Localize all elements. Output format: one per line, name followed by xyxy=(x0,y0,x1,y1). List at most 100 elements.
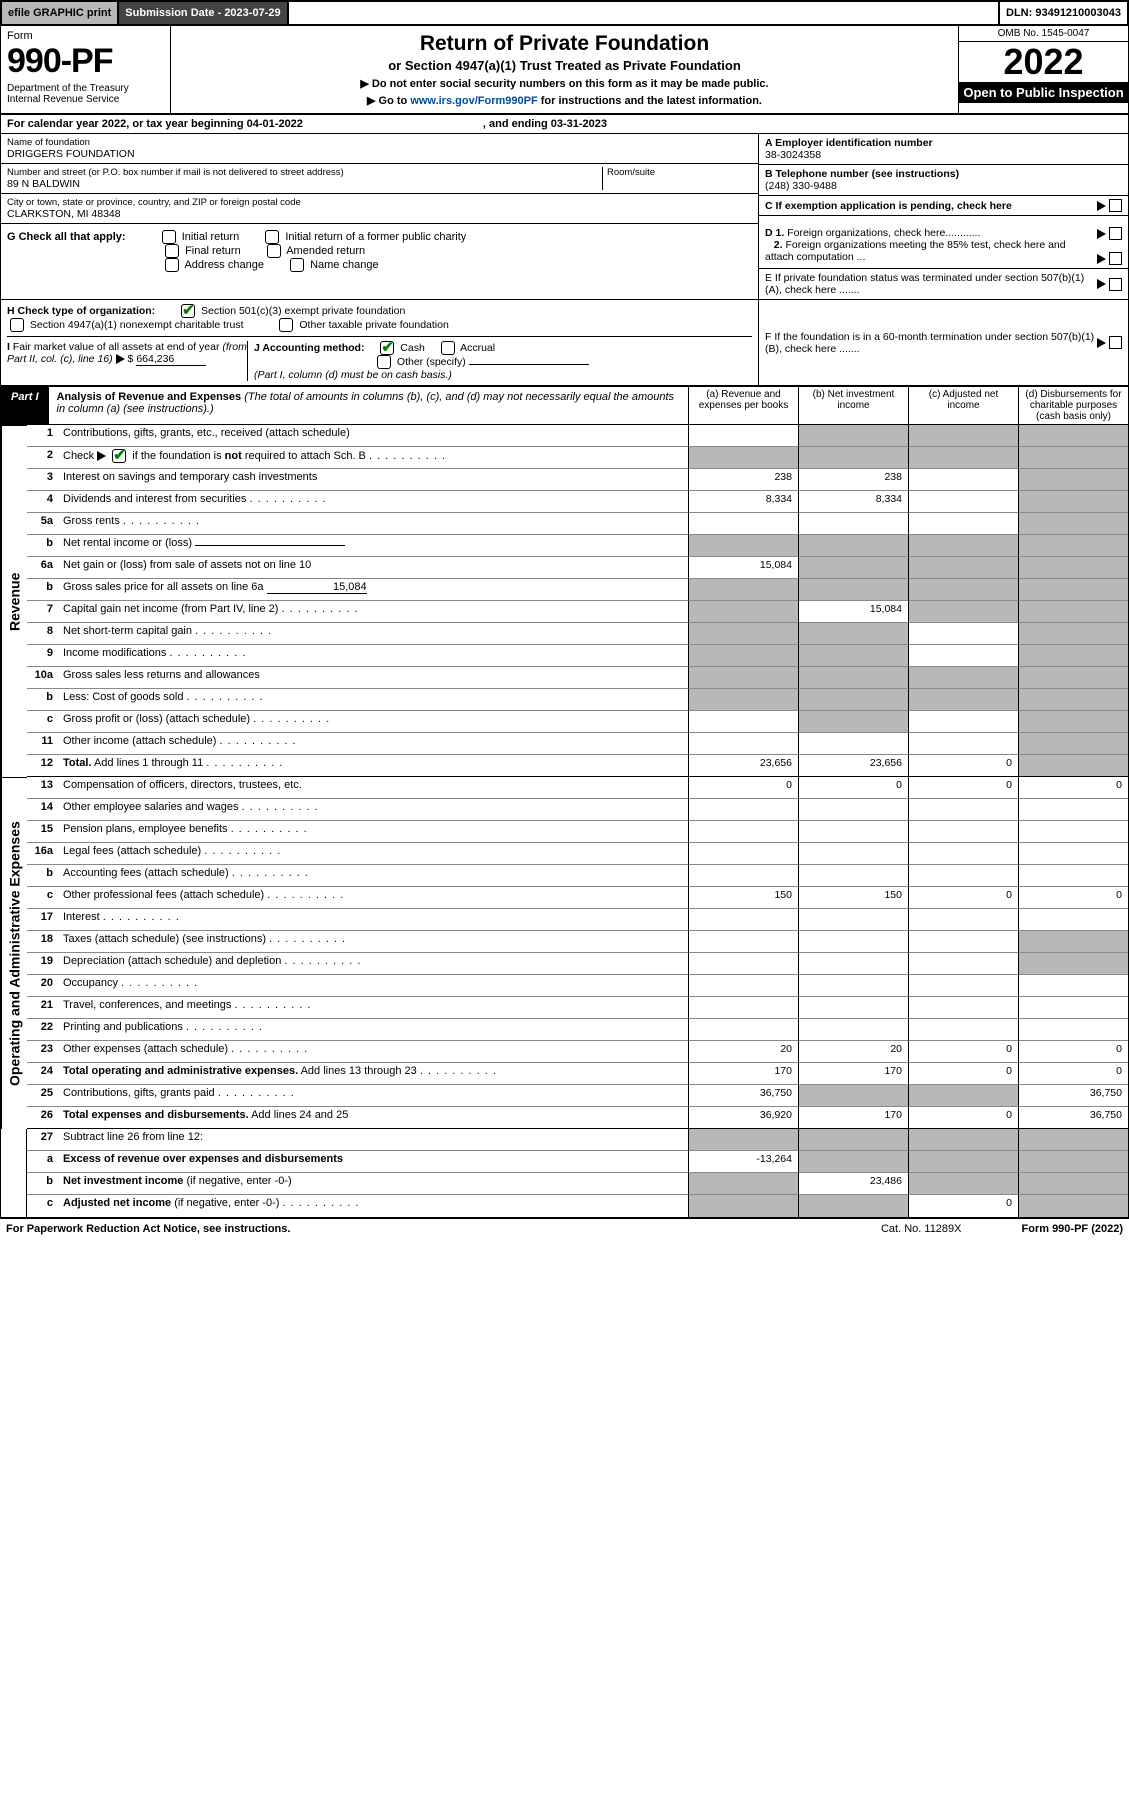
row-26: 26Total expenses and disbursements. Add … xyxy=(27,1107,1128,1129)
tax-year: 2022 xyxy=(959,42,1128,82)
row-11: 11Other income (attach schedule) xyxy=(27,733,1128,755)
chk-name-change[interactable] xyxy=(290,258,304,272)
form-label: Form xyxy=(7,30,164,42)
open-public: Open to Public Inspection xyxy=(959,82,1128,103)
arrow-icon xyxy=(1097,338,1106,348)
section-g-d: G Check all that apply: Initial return I… xyxy=(0,224,1129,300)
part1-title: Analysis of Revenue and Expenses (The to… xyxy=(49,387,688,424)
chk-other-method[interactable] xyxy=(377,355,391,369)
dept-treasury: Department of the Treasury Internal Reve… xyxy=(7,83,164,105)
chk-4947[interactable] xyxy=(10,318,24,332)
row-27a: aExcess of revenue over expenses and dis… xyxy=(27,1151,1128,1173)
h-row2: Section 4947(a)(1) nonexempt charitable … xyxy=(7,318,752,332)
city-cell: City or town, state or province, country… xyxy=(1,194,758,224)
row-13: 13Compensation of officers, directors, t… xyxy=(27,777,1128,799)
top-bar: efile GRAPHIC print Submission Date - 20… xyxy=(0,0,1129,26)
chk-initial-return[interactable] xyxy=(162,230,176,244)
d2-checkbox[interactable] xyxy=(1109,252,1122,265)
foundation-name-cell: Name of foundation DRIGGERS FOUNDATION xyxy=(1,134,758,164)
row-20: 20Occupancy xyxy=(27,975,1128,997)
row-27b: bNet investment income (if negative, ent… xyxy=(27,1173,1128,1195)
room-label: Room/suite xyxy=(607,167,752,178)
row-15: 15Pension plans, employee benefits xyxy=(27,821,1128,843)
chk-accrual[interactable] xyxy=(441,341,455,355)
part1-label: Part I xyxy=(1,387,49,424)
row-5a: 5aGross rents xyxy=(27,513,1128,535)
chk-501c3[interactable] xyxy=(181,304,195,318)
irs-link[interactable]: www.irs.gov/Form990PF xyxy=(410,95,537,107)
city-state-zip: CLARKSTON, MI 48348 xyxy=(7,208,752,220)
d1-cell: D 1. D 1. Foreign organizations, check h… xyxy=(759,224,1128,269)
instruction-1: ▶ Do not enter social security numbers o… xyxy=(177,77,952,90)
arrow-icon xyxy=(1097,229,1106,239)
row-17: 17Interest xyxy=(27,909,1128,931)
row-23: 23Other expenses (attach schedule) 20200… xyxy=(27,1041,1128,1063)
row-19: 19Depreciation (attach schedule) and dep… xyxy=(27,953,1128,975)
calendar-year-row: For calendar year 2022, or tax year begi… xyxy=(0,115,1129,134)
row-5b: bNet rental income or (loss) xyxy=(27,535,1128,557)
form-id-block: Form 990-PF Department of the Treasury I… xyxy=(1,26,171,113)
submission-date: Submission Date - 2023-07-29 xyxy=(119,2,288,24)
efile-btn[interactable]: efile GRAPHIC print xyxy=(2,2,119,24)
chk-initial-former[interactable] xyxy=(265,230,279,244)
row-4: 4Dividends and interest from securities … xyxy=(27,491,1128,513)
row-25: 25Contributions, gifts, grants paid 36,7… xyxy=(27,1085,1128,1107)
expenses-side-label: Operating and Administrative Expenses xyxy=(1,777,27,1129)
c-exemption-cell: C If exemption application is pending, c… xyxy=(759,196,1128,216)
row-10b: bLess: Cost of goods sold xyxy=(27,689,1128,711)
col-a-hdr: (a) Revenue and expenses per books xyxy=(688,387,798,424)
phone-value: (248) 330-9488 xyxy=(765,180,837,192)
form-ref: Form 990-PF (2022) xyxy=(1022,1223,1124,1235)
calyear-begin: For calendar year 2022, or tax year begi… xyxy=(7,118,303,130)
row-16a: 16aLegal fees (attach schedule) xyxy=(27,843,1128,865)
entity-info: Name of foundation DRIGGERS FOUNDATION N… xyxy=(0,134,1129,224)
row-1: 1Contributions, gifts, grants, etc., rec… xyxy=(27,425,1128,447)
row-12: 12Total. Add lines 1 through 11 23,65623… xyxy=(27,755,1128,777)
form-title-block: Return of Private Foundation or Section … xyxy=(171,26,958,113)
row-7: 7Capital gain net income (from Part IV, … xyxy=(27,601,1128,623)
i-fmv: I Fair market value of all assets at end… xyxy=(7,341,247,381)
chk-cash[interactable] xyxy=(380,341,394,355)
chk-other-taxable[interactable] xyxy=(279,318,293,332)
row-24: 24Total operating and administrative exp… xyxy=(27,1063,1128,1085)
omb-number: OMB No. 1545-0047 xyxy=(959,26,1128,42)
chk-final-return[interactable] xyxy=(165,244,179,258)
row-18: 18Taxes (attach schedule) (see instructi… xyxy=(27,931,1128,953)
g-check-apply: G Check all that apply: Initial return I… xyxy=(1,224,758,300)
chk-schb[interactable] xyxy=(112,449,126,463)
row-6a: 6aNet gain or (loss) from sale of assets… xyxy=(27,557,1128,579)
arrow-icon xyxy=(1097,279,1106,289)
row-3: 3Interest on savings and temporary cash … xyxy=(27,469,1128,491)
arrow-icon xyxy=(1097,254,1106,264)
d1-checkbox[interactable] xyxy=(1109,227,1122,240)
row-22: 22Printing and publications xyxy=(27,1019,1128,1041)
street-address: 89 N BALDWIN xyxy=(7,178,602,190)
part1-table: Revenue 1Contributions, gifts, grants, e… xyxy=(0,425,1129,1218)
e-checkbox[interactable] xyxy=(1109,278,1122,291)
row-16c: cOther professional fees (attach schedul… xyxy=(27,887,1128,909)
c-checkbox[interactable] xyxy=(1109,199,1122,212)
part1-header: Part I Analysis of Revenue and Expenses … xyxy=(0,386,1129,425)
row-27: 27Subtract line 26 from line 12: xyxy=(27,1129,1128,1151)
section-h-i-j: H Check type of organization: Section 50… xyxy=(0,300,1129,386)
form-title: Return of Private Foundation xyxy=(177,32,952,56)
j-accounting: J Accounting method: Cash Accrual Other … xyxy=(247,341,752,381)
row-10c: cGross profit or (loss) (attach schedule… xyxy=(27,711,1128,733)
chk-amended-return[interactable] xyxy=(267,244,281,258)
e-cell: E If private foundation status was termi… xyxy=(759,269,1128,300)
form-subtitle: or Section 4947(a)(1) Trust Treated as P… xyxy=(177,58,952,73)
chk-address-change[interactable] xyxy=(165,258,179,272)
row-21: 21Travel, conferences, and meetings xyxy=(27,997,1128,1019)
form-number: 990-PF xyxy=(7,42,164,81)
row-27c: cAdjusted net income (if negative, enter… xyxy=(27,1195,1128,1217)
row-10a: 10aGross sales less returns and allowanc… xyxy=(27,667,1128,689)
year-block: OMB No. 1545-0047 2022 Open to Public In… xyxy=(958,26,1128,113)
col-d-hdr: (d) Disbursements for charitable purpose… xyxy=(1018,387,1128,424)
ein-cell: A Employer identification number 38-3024… xyxy=(759,134,1128,165)
row-6b: bGross sales price for all assets on lin… xyxy=(27,579,1128,601)
row-9: 9Income modifications xyxy=(27,645,1128,667)
page-footer: For Paperwork Reduction Act Notice, see … xyxy=(0,1218,1129,1239)
form-header: Form 990-PF Department of the Treasury I… xyxy=(0,26,1129,115)
f-checkbox[interactable] xyxy=(1109,336,1122,349)
phone-cell: B Telephone number (see instructions) (2… xyxy=(759,165,1128,196)
